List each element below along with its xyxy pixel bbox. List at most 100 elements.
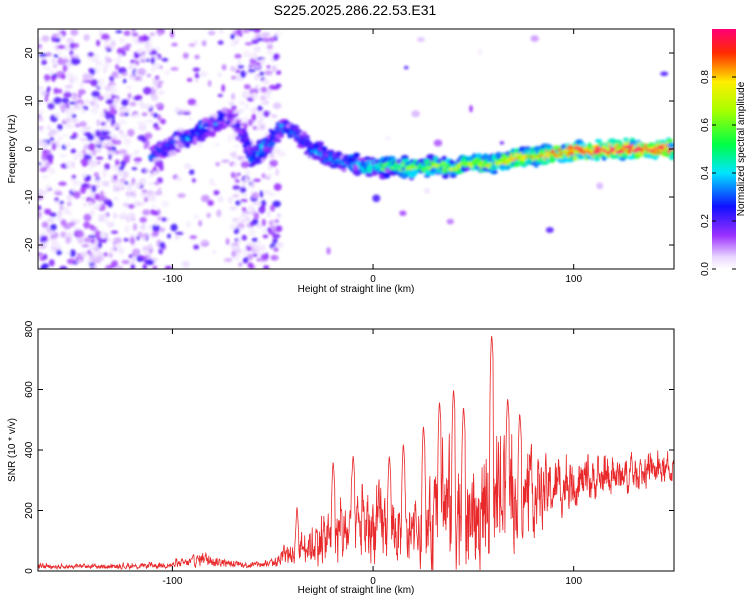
noise-cell: [93, 172, 100, 178]
noise-cell: [163, 69, 171, 76]
noise-cell: [153, 122, 159, 129]
noise-cell: [39, 128, 44, 134]
noise-cell: [256, 258, 261, 262]
noise-cell: [232, 193, 240, 198]
noise-cell: [92, 97, 97, 105]
noise-cell: [154, 190, 163, 196]
noise-cell: [113, 97, 120, 105]
noise-cell: [147, 243, 153, 250]
noise-cell: [131, 32, 139, 37]
noise-cell: [160, 118, 166, 125]
noise-cell: [53, 64, 57, 69]
noise-cell: [95, 139, 101, 145]
noise-cell: [82, 73, 89, 81]
noise-cell: [75, 259, 84, 263]
noise-cell: [151, 62, 160, 70]
noise-cell: [181, 260, 190, 268]
noise-cell: [271, 225, 276, 232]
noise-cell: [210, 182, 217, 186]
noise-cell: [128, 204, 135, 209]
noise-cell: [164, 265, 173, 269]
noise-cell: [72, 95, 77, 101]
noise-cell: [86, 133, 95, 141]
noise-cell: [232, 185, 241, 191]
noise-cell: [191, 178, 196, 183]
noise-cell: [64, 211, 73, 215]
noise-cell: [170, 30, 175, 38]
noise-cell: [153, 210, 159, 216]
snr-xtick-label: 0: [370, 576, 376, 587]
noise-cell: [158, 227, 166, 233]
noise-cell: [230, 33, 235, 40]
noise-cell: [228, 101, 235, 106]
noise-cell: [102, 68, 107, 74]
noise-cell: [139, 255, 148, 259]
noise-cell: [38, 38, 41, 44]
noise-cell: [260, 86, 268, 93]
noise-cell: [251, 113, 257, 122]
colorbar-gradient: [712, 29, 736, 269]
noise-cell: [248, 229, 256, 237]
noise-cell: [276, 213, 282, 219]
noise-cell: [60, 219, 67, 227]
noise-cell: [183, 163, 192, 169]
noise-cell: [65, 236, 71, 244]
noise-cell: [116, 169, 124, 177]
noise-cell: [113, 197, 119, 201]
noise-cell: [260, 58, 265, 66]
noise-cell: [241, 116, 249, 125]
noise-cell: [256, 223, 263, 229]
colorbar: 0.0 0.2 0.4 0.6 0.8 Normalized spectral ampl…: [700, 29, 747, 276]
noise-cell: [119, 37, 125, 43]
noise-cell: [262, 234, 269, 239]
noise-cell: [477, 48, 483, 56]
noise-cell: [53, 87, 59, 95]
ridge-cell: [241, 128, 247, 134]
noise-cell: [104, 38, 109, 45]
ridge-cell: [253, 159, 263, 165]
noise-cell: [38, 252, 44, 256]
noise-cell: [227, 134, 233, 143]
noise-cell: [101, 141, 106, 148]
noise-cell: [87, 235, 97, 238]
noise-cell: [132, 248, 141, 256]
noise-cell: [44, 97, 49, 102]
noise-cell: [170, 223, 178, 232]
noise-cell: [144, 140, 150, 148]
noise-cell: [113, 174, 118, 180]
noise-cell: [133, 181, 141, 188]
ridge-cell: [594, 156, 600, 162]
noise-cell: [74, 75, 78, 82]
noise-cell: [217, 72, 223, 78]
noise-cell: [38, 101, 43, 105]
noise-cell: [157, 31, 162, 37]
noise-cell: [277, 242, 284, 248]
snr-xtick-label: -100: [162, 576, 182, 587]
noise-cell: [276, 70, 282, 75]
ridge-cell: [322, 146, 328, 152]
ridge-cell: [492, 170, 498, 174]
noise-cell: [96, 119, 101, 127]
noise-cell: [59, 200, 64, 205]
noise-cell: [225, 237, 230, 246]
noise-cell: [44, 74, 51, 82]
spec-ytick-label: 0: [24, 146, 35, 152]
noise-cell: [66, 194, 73, 202]
noise-cell: [259, 71, 265, 76]
noise-cell: [250, 180, 255, 188]
noise-cell: [38, 140, 44, 147]
noise-cell: [63, 133, 68, 137]
noise-cell: [71, 113, 77, 119]
noise-cell: [140, 224, 146, 231]
noise-cell: [112, 123, 120, 129]
noise-cell: [244, 176, 249, 184]
noise-cell: [264, 95, 272, 99]
noise-cell: [44, 208, 52, 215]
noise-cell: [136, 201, 143, 206]
noise-cell: [158, 80, 164, 85]
noise-cell: [263, 265, 270, 269]
noise-cell: [189, 235, 198, 240]
noise-cell: [174, 106, 181, 114]
noise-cell: [530, 35, 539, 42]
